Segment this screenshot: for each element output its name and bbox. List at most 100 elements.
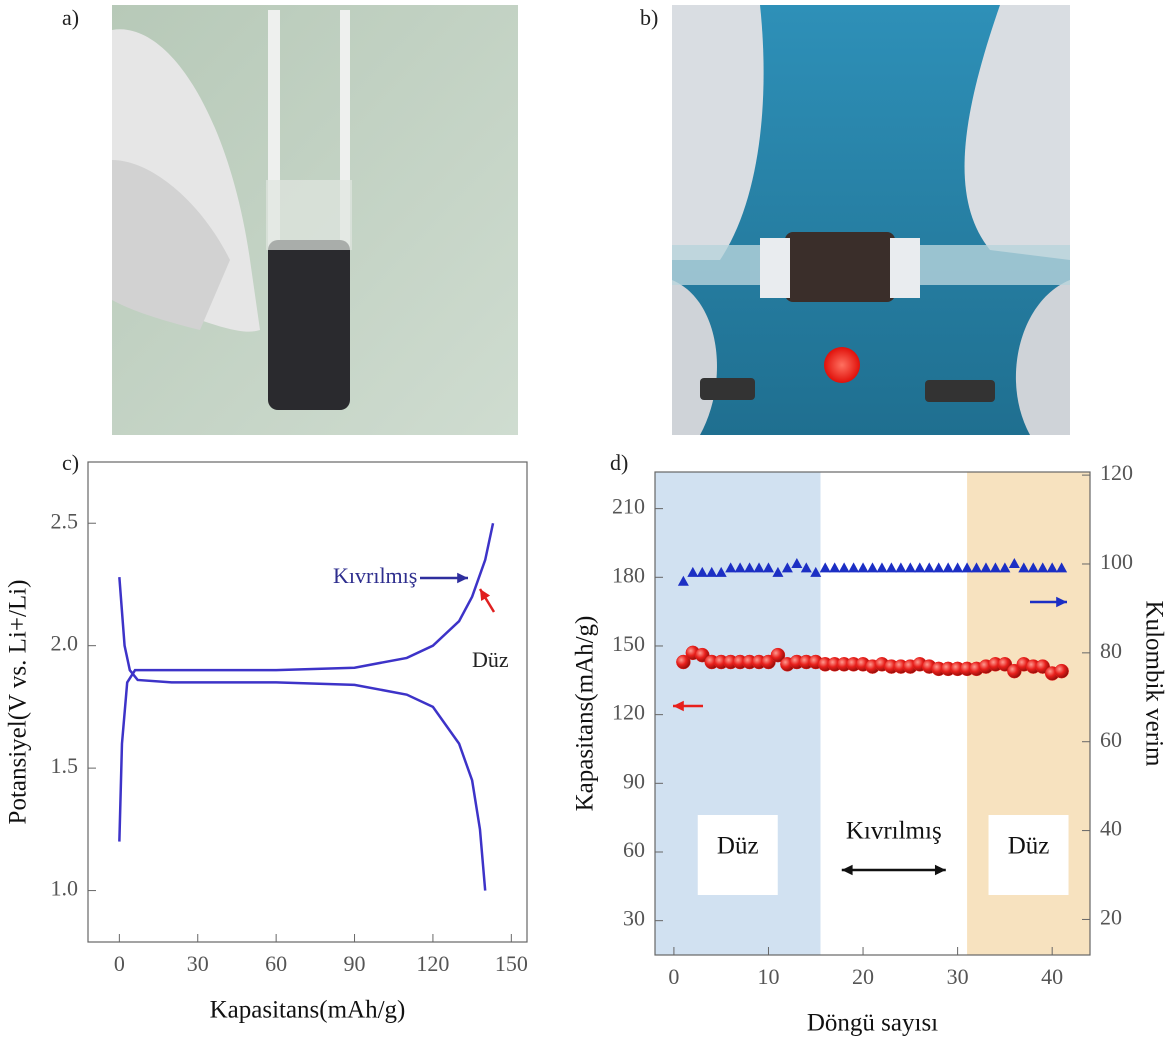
- x-tick-label: 0: [668, 964, 679, 989]
- panel-label: c): [62, 450, 79, 475]
- y-tick-label: 210: [612, 494, 645, 519]
- circle-marker: [676, 654, 691, 670]
- triangle-marker: [687, 566, 699, 577]
- x-tick-label: 30: [187, 951, 209, 976]
- curve: [118, 522, 495, 842]
- triangle-marker: [885, 562, 897, 573]
- triangle-marker: [1056, 562, 1068, 573]
- triangle-marker: [753, 562, 765, 573]
- x-tick-label: 0: [114, 951, 125, 976]
- region-label: Kıvrılmış: [846, 818, 942, 845]
- triangle-marker: [923, 562, 935, 573]
- triangle-marker: [706, 566, 718, 577]
- y2-tick-label: 80: [1100, 638, 1122, 663]
- triangle-marker: [1008, 557, 1020, 568]
- y-axis-label: Kapasitans(mAh/g): [572, 616, 599, 812]
- triangle-marker: [762, 562, 774, 573]
- y2-tick-label: 60: [1100, 727, 1122, 752]
- triangle-marker: [971, 562, 983, 573]
- region-label-box: [697, 815, 778, 895]
- x-tick-label: 40: [1041, 964, 1063, 989]
- x-tick-label: 120: [416, 951, 449, 976]
- annotation: Kıvrılmış: [333, 563, 417, 588]
- triangle-marker: [810, 566, 822, 577]
- y-tick-label: 150: [612, 631, 645, 656]
- triangle-marker: [838, 562, 850, 573]
- triangle-marker: [1018, 562, 1030, 573]
- triangle-marker: [848, 562, 860, 573]
- arrow-head: [1056, 596, 1067, 608]
- annotation: Düz: [472, 647, 509, 672]
- panel-label: d): [610, 450, 628, 475]
- triangle-marker: [914, 562, 926, 573]
- y2-tick-label: 20: [1100, 904, 1122, 929]
- x-tick-label: 150: [495, 951, 528, 976]
- y-tick-label: 180: [612, 562, 645, 587]
- y2-axis-label: Kulombik verim: [1140, 601, 1167, 768]
- triangle-marker: [696, 566, 708, 577]
- triangle-marker: [942, 562, 954, 573]
- y-tick-label: 1.0: [51, 876, 79, 901]
- curve: [118, 577, 487, 891]
- triangle-marker: [857, 562, 869, 573]
- triangle-marker: [1046, 562, 1058, 573]
- triangle-marker: [895, 562, 907, 573]
- y2-tick-label: 40: [1100, 816, 1122, 841]
- triangle-marker: [819, 562, 831, 573]
- x-tick-label: 10: [757, 964, 779, 989]
- arrow-head: [934, 864, 946, 876]
- x-axis-label: Döngü sayısı: [807, 1010, 938, 1037]
- triangle-marker: [829, 562, 841, 573]
- triangle-marker: [961, 562, 973, 573]
- circle-marker: [1054, 663, 1069, 679]
- y-tick-label: 90: [623, 768, 645, 793]
- arrow-head: [841, 864, 853, 876]
- x-axis-label: Kapasitans(mAh/g): [210, 997, 406, 1024]
- triangle-marker: [725, 562, 737, 573]
- triangle-marker: [791, 557, 803, 568]
- triangle-marker: [952, 562, 964, 573]
- y-tick-label: 1.5: [51, 753, 79, 778]
- x-tick-label: 90: [344, 951, 366, 976]
- x-tick-label: 30: [947, 964, 969, 989]
- triangle-marker: [904, 562, 916, 573]
- triangle-marker: [867, 562, 878, 573]
- x-tick-label: 60: [265, 951, 287, 976]
- y-tick-label: 120: [612, 700, 645, 725]
- triangle-marker: [772, 566, 784, 577]
- triangle-marker: [734, 562, 746, 573]
- panel-label: b): [640, 5, 658, 30]
- photo-a: [112, 5, 518, 435]
- y-tick-label: 2.5: [51, 508, 79, 533]
- photo-b: [672, 5, 1070, 435]
- region-label: Düz: [1008, 833, 1050, 860]
- region-label-box: [988, 815, 1069, 895]
- triangle-marker: [876, 562, 888, 573]
- y-tick-label: 60: [623, 837, 645, 862]
- y-tick-label: 30: [623, 906, 645, 931]
- plot-frame: [87, 461, 528, 943]
- y2-tick-label: 120: [1100, 460, 1133, 485]
- triangle-marker: [980, 562, 992, 573]
- triangle-marker: [999, 562, 1011, 573]
- triangle-marker: [933, 562, 945, 573]
- x-tick-label: 20: [852, 964, 874, 989]
- triangle-marker: [1037, 562, 1049, 573]
- arrow-head: [457, 572, 468, 584]
- y-axis-label: Potansiyel(V vs. Li+/Li): [5, 580, 32, 825]
- circle-marker: [770, 647, 786, 663]
- triangle-marker: [781, 562, 793, 573]
- arrow-head: [480, 589, 491, 601]
- triangle-marker: [989, 562, 1001, 573]
- region-label: Düz: [717, 833, 759, 860]
- triangle-marker: [677, 575, 689, 586]
- triangle-marker: [744, 562, 756, 573]
- triangle-marker: [715, 566, 727, 577]
- triangle-marker: [1027, 562, 1039, 573]
- plot-frame: [654, 471, 1091, 956]
- panel-label: a): [62, 5, 79, 30]
- arrow-head: [673, 700, 684, 712]
- y-tick-label: 2.0: [51, 631, 79, 656]
- y2-tick-label: 100: [1100, 549, 1133, 574]
